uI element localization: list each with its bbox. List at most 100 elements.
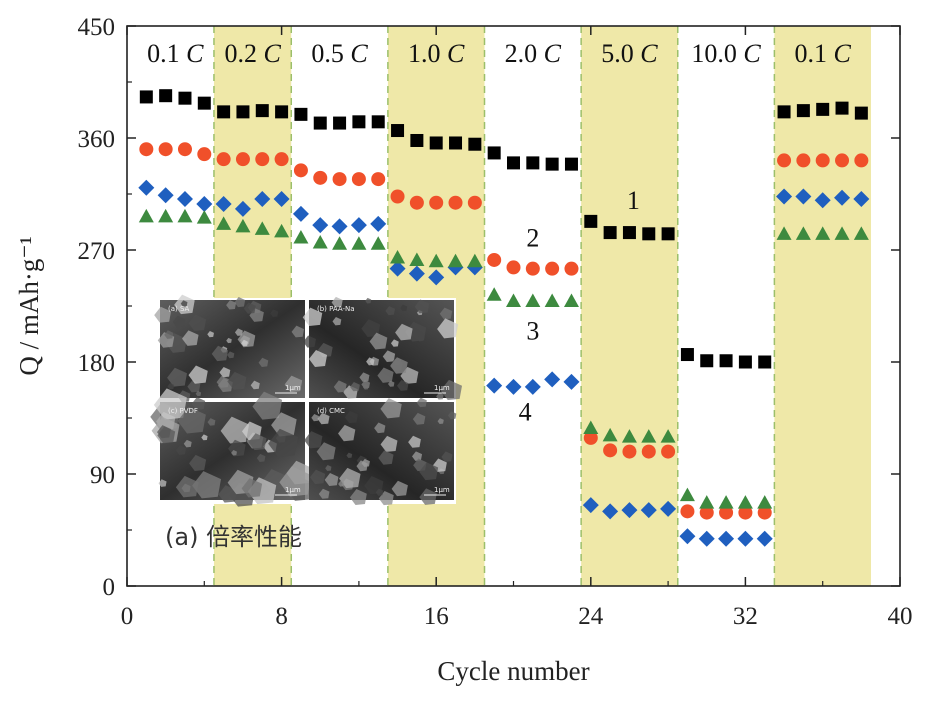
point-circle: [139, 142, 154, 157]
sem-grain: [436, 392, 444, 400]
sem-grain: [182, 330, 199, 346]
point-circle: [235, 152, 250, 167]
point-triangle: [196, 210, 212, 224]
sem-scale-bar: 1μm: [285, 384, 301, 392]
point-square: [197, 96, 211, 110]
point-diamond: [331, 218, 348, 235]
point-square: [313, 116, 327, 130]
rate-labels: 0.1 C 0.2 C 0.5 C 1.0 C 2.0 C 5.0 C 10.0 C 0.1 …: [147, 39, 851, 68]
point-square: [333, 116, 347, 130]
x-tick-label-2: 16: [424, 603, 449, 630]
point-triangle: [583, 420, 599, 434]
rate-label-3: 1.0 C: [408, 39, 465, 68]
point-square: [526, 156, 540, 170]
point-square: [371, 115, 385, 129]
rate-label-5: 5.0 C: [601, 39, 658, 68]
point-square: [564, 157, 578, 171]
sem-image: [309, 300, 454, 398]
point-square: [449, 136, 463, 150]
point-diamond: [563, 373, 580, 390]
point-diamond: [215, 195, 232, 212]
sem-grain: [331, 296, 343, 308]
point-circle: [699, 505, 714, 520]
sem-grain: [375, 488, 384, 496]
point-diamond: [544, 371, 561, 388]
rate-label-1: 0.2 C: [224, 39, 281, 68]
sem-grain: [339, 467, 361, 489]
sem-grain: [440, 379, 463, 401]
rate-label-6: 10.0 C: [691, 39, 761, 68]
point-triangle: [737, 495, 753, 509]
point-triangle: [312, 235, 328, 249]
point-square: [700, 354, 714, 368]
sem-grain: [324, 473, 339, 487]
sem-grain: [167, 382, 175, 390]
sem-grain: [153, 388, 187, 420]
point-diamond: [389, 260, 406, 277]
point-circle: [313, 170, 328, 185]
point-diamond: [273, 190, 290, 207]
point-square: [507, 156, 520, 170]
point-circle: [583, 430, 598, 445]
point-square: [796, 104, 810, 118]
x-tick-label-0: 0: [121, 603, 134, 630]
point-square: [719, 354, 733, 368]
point-circle: [158, 142, 173, 157]
sem-grain: [227, 351, 235, 359]
sem-grain: [391, 480, 408, 497]
sem-scale-bar: 1μm: [434, 486, 450, 494]
sem-grain: [211, 345, 229, 362]
point-diamond: [853, 190, 870, 207]
rate-band-5: [581, 26, 678, 586]
sem-grain: [349, 488, 367, 505]
point-circle: [622, 444, 637, 459]
point-circle: [641, 444, 656, 459]
sem-grain: [188, 314, 207, 331]
point-square: [255, 104, 269, 118]
sem-panel-0: (a) SA 1μm: [154, 294, 305, 403]
sem-grain: [412, 412, 426, 425]
point-diamond: [718, 530, 735, 547]
y-tick-label-5: 450: [78, 14, 116, 41]
point-triangle: [486, 287, 502, 301]
point-square: [758, 355, 772, 369]
point-diamond: [776, 188, 793, 205]
point-triangle: [448, 253, 464, 268]
sem-grain: [234, 328, 243, 336]
point-diamond: [814, 192, 831, 209]
point-square: [159, 89, 173, 103]
y-tick-label-1: 90: [90, 462, 115, 489]
point-circle: [738, 505, 753, 520]
sem-grain: [231, 449, 237, 456]
sem-panel-tag: (c) PVDF: [168, 407, 198, 415]
point-circle: [197, 147, 212, 162]
point-square: [622, 226, 636, 240]
series-number-label-0: 1: [627, 186, 640, 215]
y-tick-label-3: 270: [78, 238, 116, 265]
point-circle: [564, 261, 579, 276]
point-diamond: [602, 503, 619, 520]
point-triangle: [679, 487, 695, 502]
sem-grain: [219, 366, 231, 378]
series-diamond: [138, 179, 870, 547]
sem-grain: [308, 349, 328, 368]
sem-grain: [447, 411, 457, 420]
point-circle: [506, 260, 521, 275]
sem-grain: [343, 388, 351, 395]
sem-grain: [390, 359, 403, 371]
sem-grain: [164, 330, 174, 339]
sem-grain: [416, 397, 427, 408]
point-diamond: [157, 187, 174, 204]
sem-grain: [192, 471, 222, 499]
point-diamond: [834, 189, 851, 206]
sem-grain: [234, 297, 246, 308]
sem-grain: [191, 397, 206, 410]
rate-label-0: 0.1 C: [147, 39, 204, 68]
point-circle: [719, 505, 734, 520]
sem-grain: [180, 300, 188, 307]
sem-grain: [256, 453, 266, 462]
sem-grain: [412, 451, 423, 461]
series-triangle: [138, 208, 869, 509]
sem-grain: [387, 380, 395, 387]
point-triangle: [776, 226, 792, 240]
